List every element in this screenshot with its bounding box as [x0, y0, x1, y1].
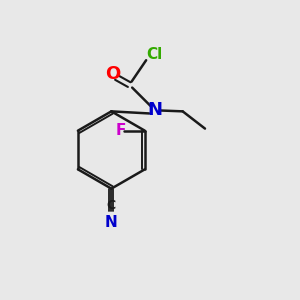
Text: O: O: [105, 65, 121, 83]
Text: N: N: [105, 215, 118, 230]
Text: N: N: [147, 101, 162, 119]
Text: F: F: [115, 123, 126, 138]
Text: C: C: [107, 199, 116, 212]
Text: Cl: Cl: [146, 47, 163, 62]
